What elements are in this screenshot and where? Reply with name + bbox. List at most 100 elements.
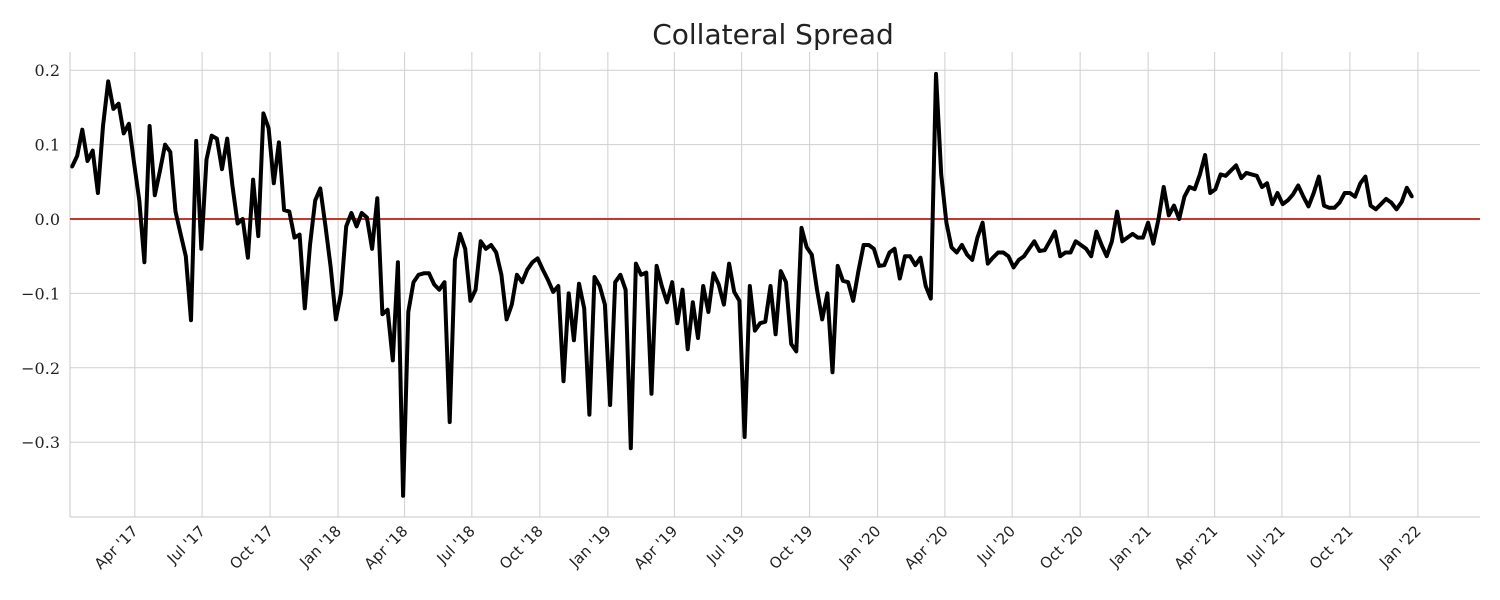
- data-point: [960, 243, 964, 247]
- data-point: [592, 275, 597, 279]
- data-point: [1022, 254, 1026, 258]
- data-point: [184, 254, 188, 258]
- data-point: [1182, 195, 1186, 199]
- data-point: [727, 262, 731, 266]
- data-point: [313, 198, 317, 202]
- data-point: [505, 317, 509, 321]
- data-point: [334, 317, 338, 321]
- data-point: [981, 221, 985, 225]
- data-point: [287, 210, 291, 214]
- data-point: [499, 273, 503, 277]
- x-tick-label: Oct '18: [496, 522, 547, 573]
- data-point: [1037, 249, 1042, 253]
- data-point: [986, 262, 990, 266]
- data-point: [1301, 195, 1305, 199]
- x-tick-label: Jul '21: [1243, 522, 1289, 568]
- x-tick-label: Apr '20: [901, 522, 952, 573]
- data-point: [856, 269, 861, 273]
- data-point: [830, 370, 835, 374]
- data-point: [862, 243, 866, 247]
- x-tick-label: Jul '20: [973, 522, 1019, 568]
- x-tick-label: Jan '22: [1375, 522, 1425, 572]
- data-point: [737, 299, 742, 303]
- data-point: [525, 268, 529, 272]
- data-point: [225, 137, 229, 141]
- data-point: [479, 239, 483, 243]
- data-point: [706, 310, 711, 314]
- data-point: [339, 291, 343, 295]
- data-point: [1348, 191, 1352, 195]
- data-point: [510, 303, 514, 307]
- data-points: [70, 72, 1414, 498]
- data-point: [629, 446, 633, 450]
- data-point: [344, 224, 348, 228]
- data-point: [887, 250, 892, 255]
- data-point: [753, 329, 757, 333]
- data-point: [406, 310, 410, 314]
- data-point: [355, 224, 359, 228]
- data-point: [468, 299, 472, 303]
- data-point: [432, 282, 436, 287]
- data-point: [1389, 201, 1393, 205]
- data-point: [1234, 163, 1238, 167]
- data-point: [494, 250, 498, 255]
- data-point: [91, 149, 95, 153]
- x-tick-label: Apr '21: [1171, 522, 1222, 573]
- data-point: [815, 288, 819, 292]
- x-tick-label: Jan '19: [565, 522, 615, 572]
- x-tick-labels: Apr '17 Jul '17 Oct '17 Jan '18 Apr '18 Jul '…: [91, 522, 1425, 573]
- data-point: [996, 250, 1000, 255]
- data-point: [763, 320, 767, 324]
- data-point: [261, 111, 265, 115]
- chart-title: Collateral Spread: [652, 18, 894, 51]
- data-point: [204, 157, 209, 162]
- data-point: [675, 321, 679, 325]
- data-point: [1203, 153, 1207, 157]
- data-point: [1244, 171, 1248, 175]
- data-point: [1358, 181, 1362, 185]
- data-point: [277, 140, 281, 144]
- x-tick-label: Jan '20: [835, 522, 885, 572]
- data-point: [1032, 239, 1036, 243]
- data-point: [1363, 175, 1367, 179]
- data-point: [349, 211, 353, 215]
- data-point: [799, 226, 804, 230]
- data-point: [975, 236, 980, 240]
- data-point: [437, 288, 441, 292]
- data-point: [1353, 195, 1357, 199]
- data-point: [1167, 213, 1171, 217]
- data-point: [417, 273, 421, 277]
- data-point: [929, 297, 933, 301]
- data-point: [1027, 247, 1031, 251]
- data-point: [1151, 242, 1155, 246]
- data-point: [1239, 176, 1243, 180]
- data-point: [153, 193, 157, 197]
- data-point: [401, 494, 405, 498]
- data-point: [613, 280, 617, 284]
- data-point: [137, 198, 141, 202]
- data-point: [375, 196, 379, 200]
- data-point: [1198, 172, 1202, 176]
- y-tick-label: −0.3: [21, 433, 60, 452]
- x-tick-label: Oct '21: [1306, 522, 1357, 573]
- data-point: [924, 284, 928, 288]
- data-point: [717, 282, 721, 287]
- data-point: [80, 128, 84, 132]
- data-point: [810, 253, 814, 257]
- data-point: [779, 269, 783, 273]
- data-point: [1115, 210, 1119, 214]
- data-point: [230, 183, 234, 188]
- data-point: [541, 268, 545, 272]
- data-point: [1131, 232, 1135, 236]
- data-point: [318, 186, 322, 191]
- data-point: [1213, 187, 1217, 191]
- x-tick-label: Apr '19: [630, 522, 681, 573]
- data-point: [970, 258, 974, 262]
- data-point: [748, 284, 752, 288]
- x-tick-label: Jan '21: [1105, 522, 1155, 572]
- data-point: [1141, 236, 1145, 240]
- data-point: [122, 131, 126, 135]
- data-point: [913, 263, 917, 267]
- data-point: [722, 303, 726, 307]
